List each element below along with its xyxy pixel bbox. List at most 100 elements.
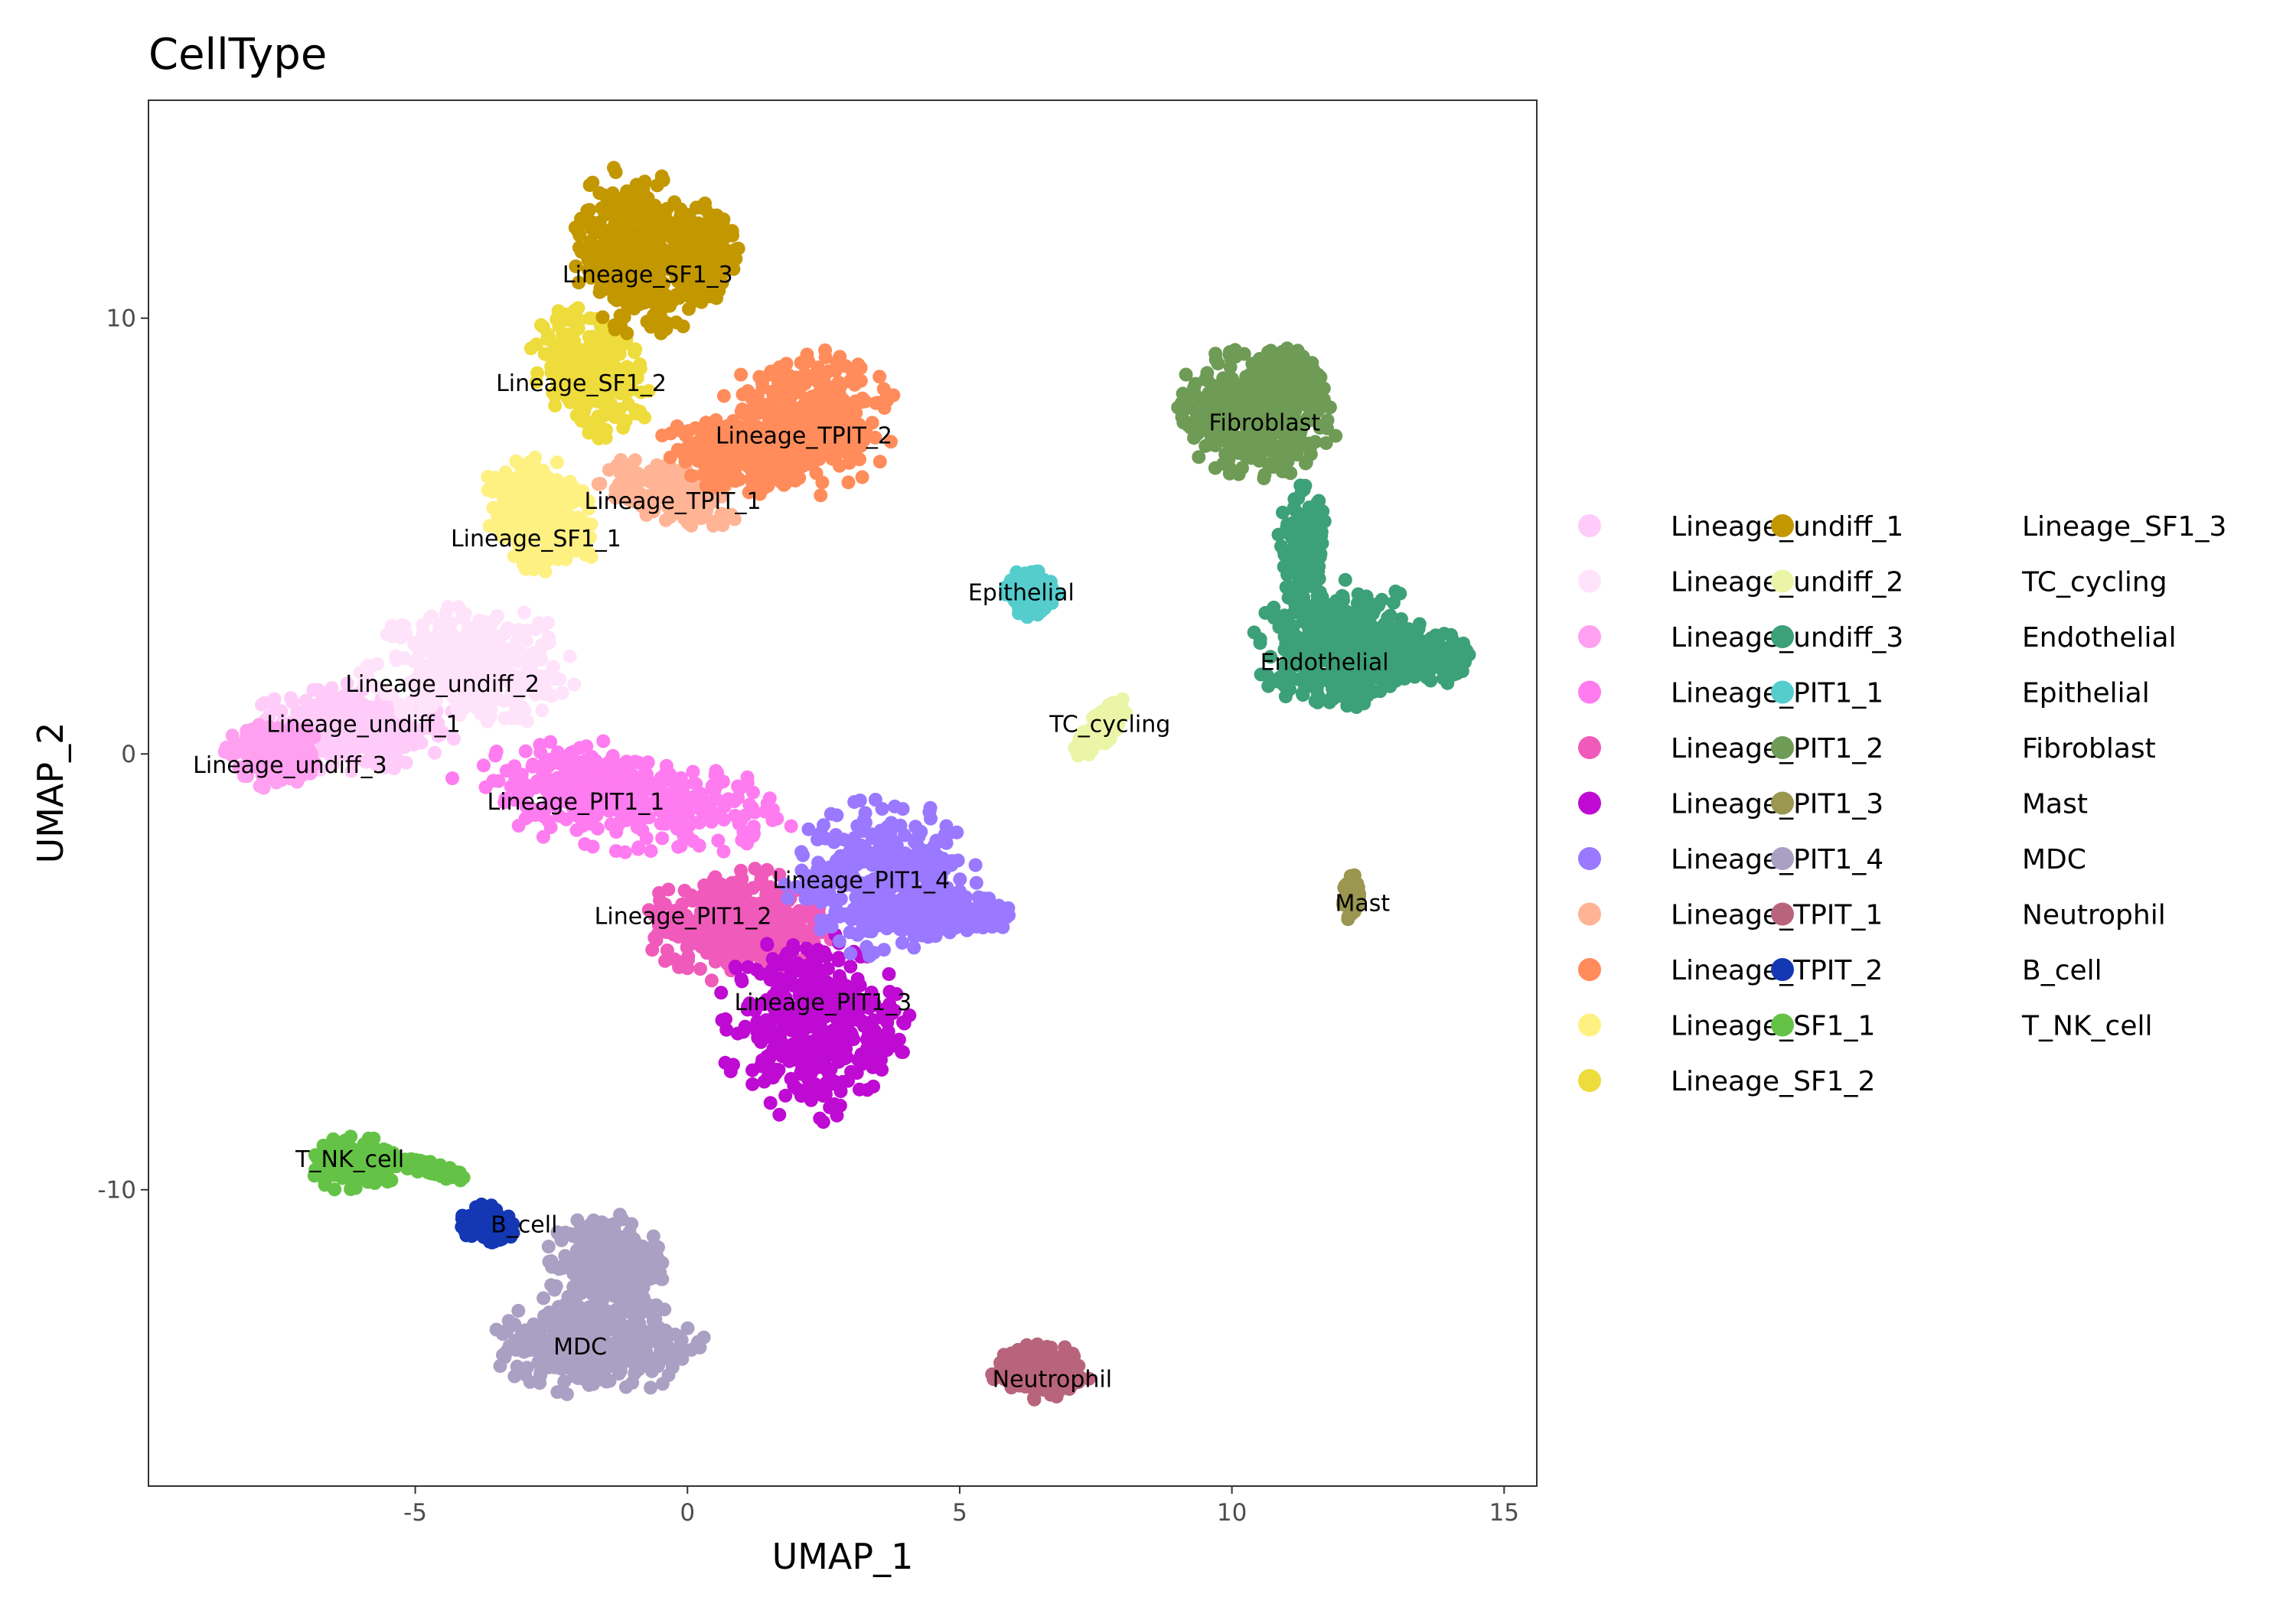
point: [387, 761, 401, 776]
point: [632, 820, 647, 834]
point: [447, 640, 461, 654]
point: [667, 904, 682, 918]
point: [585, 330, 599, 344]
point: [707, 922, 722, 937]
point: [819, 1075, 833, 1090]
point: [833, 1084, 848, 1098]
point: [660, 804, 673, 818]
point: [779, 357, 794, 371]
point: [555, 686, 569, 700]
point: [543, 820, 558, 834]
point: [763, 396, 778, 411]
point: [694, 295, 709, 309]
point: [872, 455, 887, 469]
point: [441, 599, 455, 614]
point: [684, 438, 699, 453]
point: [645, 783, 660, 797]
point: [248, 760, 263, 774]
point: [287, 733, 301, 748]
point: [399, 755, 413, 770]
point: [843, 947, 858, 960]
point: [513, 628, 527, 643]
point: [540, 332, 555, 347]
point: [882, 997, 897, 1012]
point: [677, 792, 691, 807]
point: [302, 742, 316, 757]
point: [773, 1046, 788, 1061]
point: [953, 872, 967, 887]
point: [815, 475, 830, 490]
point: [379, 686, 393, 701]
point: [388, 733, 402, 748]
point: [764, 364, 778, 379]
point: [829, 1011, 843, 1025]
point: [585, 768, 600, 782]
point: [682, 302, 696, 316]
point: [1311, 688, 1325, 702]
point: [711, 945, 726, 960]
point: [431, 662, 445, 676]
cluster-Lineage_PIT1_1: [445, 734, 798, 859]
point: [814, 913, 828, 927]
point: [393, 631, 408, 645]
point: [559, 497, 574, 511]
point: [510, 699, 524, 713]
point: [558, 479, 572, 494]
point: [1388, 584, 1403, 598]
point: [811, 1059, 826, 1074]
point: [486, 500, 501, 515]
point: [804, 964, 818, 979]
point: [681, 225, 696, 240]
point: [892, 1032, 906, 1047]
point: [518, 744, 533, 758]
point: [745, 1077, 760, 1091]
point: [466, 657, 481, 672]
point: [844, 1064, 859, 1079]
point: [695, 787, 709, 801]
point: [399, 738, 413, 752]
point: [591, 225, 605, 240]
cluster-Lineage_undiff_1: [242, 676, 461, 778]
point: [551, 304, 566, 318]
point: [823, 1042, 838, 1057]
point: [791, 1036, 806, 1051]
point: [237, 769, 251, 784]
point: [488, 471, 501, 485]
point: [620, 458, 634, 472]
point: [680, 249, 695, 263]
point: [661, 882, 676, 897]
point: [957, 909, 972, 924]
point: [534, 318, 548, 332]
point: [716, 389, 731, 403]
point: [654, 771, 668, 785]
point: [368, 757, 383, 771]
point: [776, 987, 791, 1002]
point: [864, 986, 879, 999]
point: [608, 347, 623, 362]
point: [925, 905, 940, 920]
point: [582, 203, 597, 217]
point: [639, 831, 654, 846]
point: [843, 960, 858, 973]
point: [624, 792, 638, 807]
point: [770, 811, 784, 826]
point: [750, 389, 765, 403]
point: [716, 231, 731, 246]
point: [678, 455, 693, 469]
point: [887, 901, 902, 915]
point: [668, 777, 683, 791]
point: [611, 818, 625, 833]
point: [681, 830, 696, 844]
point: [586, 347, 601, 361]
point: [713, 213, 727, 227]
point: [714, 986, 729, 1000]
point: [563, 766, 578, 781]
point: [654, 169, 669, 184]
point: [589, 425, 604, 440]
point: [740, 1002, 755, 1017]
point: [746, 785, 760, 800]
point: [882, 835, 896, 849]
point: [784, 819, 798, 833]
point: [895, 936, 909, 950]
point: [841, 475, 856, 490]
